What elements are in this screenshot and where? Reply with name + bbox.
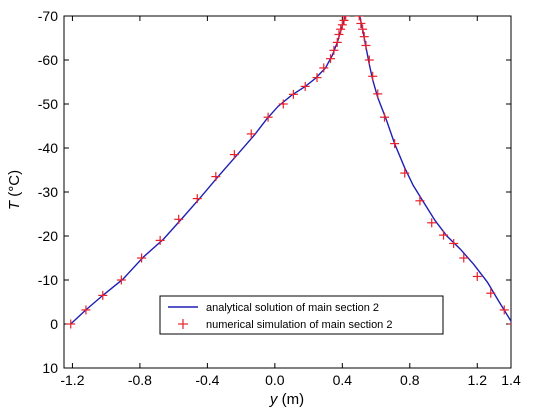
numerical-point [368, 71, 378, 81]
y-tick-label: -60 [38, 52, 58, 68]
numerical-point [263, 112, 273, 122]
numerical-point [449, 238, 459, 248]
numerical-point [329, 45, 339, 55]
x-tick-label: 1.4 [501, 372, 521, 388]
numerical-point [356, 18, 366, 28]
y-tick-label: -40 [38, 140, 58, 156]
numerical-point [174, 214, 184, 224]
numerical-point [364, 55, 374, 65]
y-axis-label: T (°C) [6, 170, 23, 210]
numerical-point [300, 81, 310, 91]
numerical-point [66, 319, 76, 329]
numerical-point [359, 32, 369, 42]
legend: analytical solution of main section 2 nu… [159, 295, 444, 335]
numerical-point [137, 253, 147, 263]
y-tick-label: -10 [38, 272, 58, 288]
numerical-point [288, 89, 298, 99]
x-tick-label: 1.2 [468, 372, 488, 388]
legend-box [159, 295, 444, 335]
numerical-point [319, 63, 329, 73]
numerical-point [278, 99, 288, 109]
numerical-point [326, 54, 336, 64]
x-axis-label: y (m) [269, 391, 304, 408]
numerical-point [358, 24, 368, 34]
y-tick-label: 10 [42, 360, 58, 376]
numerical-point [332, 37, 342, 47]
numerical-point [341, 16, 351, 21]
numerical-point [334, 29, 344, 39]
x-tick-label: 0.8 [400, 372, 420, 388]
numerical-point [336, 24, 346, 34]
numerical-point [390, 139, 400, 149]
numerical-point [459, 253, 469, 263]
numerical-point [486, 288, 496, 298]
numerical-point [116, 275, 126, 285]
numerical-point [508, 323, 511, 325]
series-layer [66, 16, 511, 329]
numerical-point [379, 112, 389, 122]
numerical-point [337, 20, 347, 30]
numerical-point [415, 196, 425, 206]
x-tick-label: -0.4 [195, 372, 219, 388]
numerical-point [246, 129, 256, 139]
numerical-point [472, 271, 482, 281]
numerical-point [81, 305, 91, 315]
y-tick-label: 0 [50, 316, 58, 332]
y-tick-label: -30 [38, 184, 58, 200]
y-tick-label: -70 [38, 8, 58, 24]
x-tick-label: 0.4 [333, 372, 353, 388]
legend-label-analytical: analytical solution of main section 2 [206, 302, 379, 314]
numerical-point [427, 218, 437, 228]
y-tick-label: -20 [38, 228, 58, 244]
y-tick-label: -50 [38, 96, 58, 112]
numerical-point [400, 168, 410, 178]
numerical-point [229, 150, 239, 160]
x-tick-label: -1.2 [60, 372, 84, 388]
numerical-point [354, 16, 364, 21]
x-tick-label: 0.0 [265, 372, 285, 388]
numerical-point [361, 40, 371, 50]
numerical-point [155, 235, 165, 245]
numerical-point [339, 16, 349, 25]
legend-label-numerical: numerical simulation of main section 2 [206, 319, 392, 331]
numerical-point [373, 89, 383, 99]
numerical-point [211, 172, 221, 182]
numerical-point [439, 230, 449, 240]
analytical-curve [70, 16, 346, 325]
x-tick-label: -0.8 [128, 372, 152, 388]
ticks: -1.2 -0.8 -0.4 0.0 0.4 0.8 1.2 1.4 -70 -60 -50 -40 -… [38, 8, 521, 388]
legend-plus-swatch [178, 319, 188, 329]
numerical-point [499, 305, 509, 315]
numerical-point [192, 194, 202, 204]
numerical-point [98, 290, 108, 300]
numerical-point [312, 73, 322, 83]
